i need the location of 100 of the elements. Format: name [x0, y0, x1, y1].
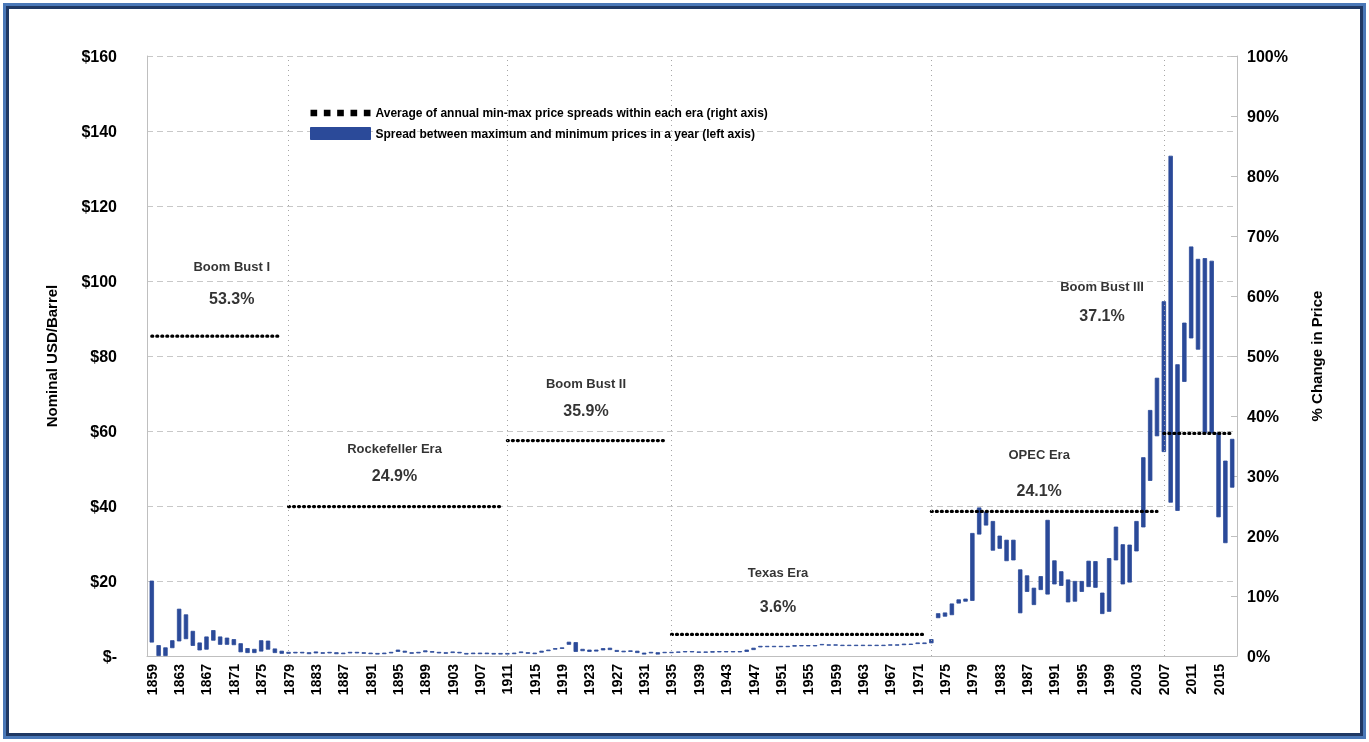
x-tick-label: 1987 [1019, 663, 1036, 696]
bar [279, 650, 284, 654]
bar [259, 640, 264, 652]
y2-tick-label: 10% [1247, 587, 1280, 605]
bar [1209, 260, 1214, 434]
y-tick-label: $20 [90, 572, 118, 590]
x-tick-label: 1915 [526, 663, 543, 696]
x-tick-label: 2007 [1155, 663, 1172, 696]
x-tick-label: 1999 [1101, 663, 1118, 696]
y-tick-label: $160 [81, 47, 118, 65]
x-tick-label: 1995 [1073, 663, 1090, 696]
annotation: Rockefeller Era [347, 441, 443, 457]
x-tick-label: 1891 [362, 663, 379, 696]
bar [1120, 544, 1125, 585]
y2-tick-label: 80% [1247, 167, 1280, 185]
y2-tick-label: 100% [1247, 47, 1288, 65]
bar [956, 599, 961, 604]
annotation: 37.1% [1079, 306, 1125, 324]
y2-tick-label: 30% [1247, 467, 1280, 485]
y2-tick-label: 20% [1247, 527, 1280, 545]
x-tick-label: 1879 [280, 663, 297, 696]
bar [1161, 301, 1167, 453]
x-tick-label: 1883 [307, 663, 324, 696]
bar [1175, 364, 1180, 511]
bar [1086, 560, 1091, 588]
bar [1059, 571, 1064, 586]
x-tick-label: 1943 [718, 663, 735, 696]
y2-tick-label: 60% [1247, 287, 1280, 305]
y2-axis-title: % Change in Price [1308, 290, 1325, 422]
y2-tick-label: 50% [1247, 347, 1280, 365]
bar [1134, 520, 1139, 552]
bar [1202, 258, 1208, 434]
bar [163, 647, 168, 657]
bar [183, 614, 189, 640]
bar [566, 641, 572, 645]
x-tick-label: 2011 [1183, 663, 1200, 695]
bar [265, 640, 271, 650]
annotation: Boom Bust III [1060, 278, 1144, 294]
bar [1018, 569, 1023, 614]
y-tick-label: $80 [90, 347, 118, 365]
bar [1230, 438, 1235, 488]
x-tick-label: 1967 [882, 663, 899, 696]
annotation: 35.9% [563, 402, 609, 420]
bar [156, 645, 161, 657]
bar [963, 598, 968, 602]
y-tick-label: $120 [81, 197, 118, 215]
bar [272, 648, 278, 654]
bar [1141, 457, 1146, 528]
bar [1188, 246, 1194, 339]
annotation: OPEC Era [1008, 446, 1071, 462]
x-tick-label: 1923 [581, 663, 598, 696]
bar [1113, 526, 1119, 561]
x-tick-label: 1955 [800, 663, 817, 696]
x-tick-label: 1903 [444, 663, 461, 696]
x-tick-label: 1875 [253, 663, 270, 696]
y-tick-label: $- [102, 647, 117, 665]
annotation: 53.3% [209, 289, 255, 307]
x-tick-label: 1871 [225, 663, 242, 696]
y-tick-label: $140 [81, 122, 118, 140]
bar [1038, 576, 1043, 591]
annotation: Boom Bust II [545, 376, 627, 392]
bar [1106, 558, 1112, 612]
bar [1011, 539, 1016, 561]
bar [176, 608, 182, 642]
x-tick-label: 1959 [827, 663, 844, 696]
x-tick-label: 1951 [772, 663, 789, 696]
x-tick-label: 1947 [745, 663, 762, 696]
bar [1093, 561, 1098, 588]
x-tick-label: 1971 [909, 663, 926, 696]
bar [1147, 409, 1153, 481]
bar [238, 643, 243, 653]
annotation: 24.1% [1016, 481, 1062, 499]
annotation: 24.9% [371, 467, 418, 485]
x-tick-label: 1899 [417, 663, 434, 696]
bar [1100, 592, 1105, 615]
x-tick-label: 1919 [554, 663, 571, 696]
bar [252, 648, 257, 654]
bar [1154, 377, 1160, 437]
x-tick-label: 1867 [198, 663, 215, 696]
bar [1182, 322, 1187, 382]
bar [573, 642, 578, 652]
bar [217, 636, 223, 645]
x-tick-label: 1927 [608, 663, 625, 696]
y2-tick-label: 40% [1247, 407, 1280, 425]
x-tick-label: 1859 [143, 663, 160, 696]
bar [977, 507, 982, 535]
annotation: Boom Bust I [193, 258, 271, 274]
x-tick-label: 1939 [690, 663, 707, 696]
bar [949, 603, 955, 616]
bar [1223, 460, 1228, 544]
x-tick-label: 1975 [937, 663, 954, 696]
x-tick-label: 1931 [636, 663, 653, 696]
y2-tick-label: 90% [1247, 107, 1280, 125]
bar [149, 580, 154, 643]
bar [990, 520, 996, 551]
bar [170, 640, 175, 649]
annotation: Texas Era [747, 564, 809, 580]
x-tick-label: 1979 [964, 663, 981, 696]
bar [935, 613, 941, 619]
bar [245, 648, 250, 654]
